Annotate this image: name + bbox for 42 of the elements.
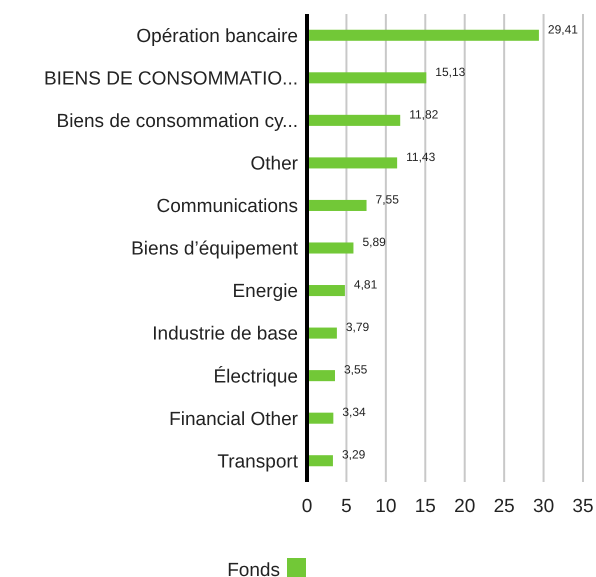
- data-label: 15,13: [435, 64, 466, 79]
- bar: [307, 114, 400, 126]
- bar: [307, 285, 345, 296]
- data-label: 3,55: [344, 362, 368, 377]
- y-tick-label: Électrique: [214, 365, 298, 388]
- x-tick-label: 10: [375, 496, 396, 517]
- y-tick-label: Transport: [217, 451, 299, 472]
- y-tick-label: Other: [250, 154, 299, 175]
- data-label: 3,29: [342, 448, 366, 462]
- x-tick-label: 35: [572, 496, 594, 517]
- bar: [307, 328, 337, 339]
- bar: [307, 455, 333, 466]
- legend-label: Fonds: [227, 560, 280, 577]
- y-tick-label: Industrie de base: [152, 324, 298, 345]
- bar: [307, 200, 367, 211]
- bar: [307, 242, 354, 254]
- x-tick-label: 25: [494, 496, 515, 517]
- bar: [307, 157, 398, 168]
- y-tick-label: Opération bancaire: [136, 26, 298, 47]
- data-label: 29,41: [548, 22, 578, 36]
- bar: [307, 72, 426, 84]
- bar: [307, 412, 334, 424]
- data-label: 3,79: [346, 320, 370, 334]
- y-tick-label: Biens d’équipement: [131, 238, 299, 260]
- y-tick-label: BIENS DE CONSOMMATIO...: [44, 68, 298, 90]
- x-tick-label: 5: [341, 496, 352, 517]
- data-label: 11,82: [409, 107, 439, 122]
- y-tick-label: Biens de consommation cy...: [56, 111, 298, 132]
- bar: [307, 370, 335, 382]
- data-label: 7,55: [376, 192, 400, 206]
- data-label: 4,81: [354, 278, 378, 292]
- x-tick-label: 15: [414, 496, 436, 517]
- data-label: 11,43: [406, 150, 436, 164]
- data-label: 3,34: [342, 405, 366, 420]
- x-tick-label: 20: [454, 496, 476, 517]
- y-tick-label: Financial Other: [169, 408, 299, 430]
- y-tick-label: Communications: [156, 196, 298, 218]
- x-tick-label: 0: [302, 496, 312, 517]
- x-tick-label: 30: [533, 496, 554, 517]
- data-label: 5,89: [362, 235, 386, 249]
- bar: [307, 30, 539, 41]
- y-tick-label: Energie: [232, 281, 298, 302]
